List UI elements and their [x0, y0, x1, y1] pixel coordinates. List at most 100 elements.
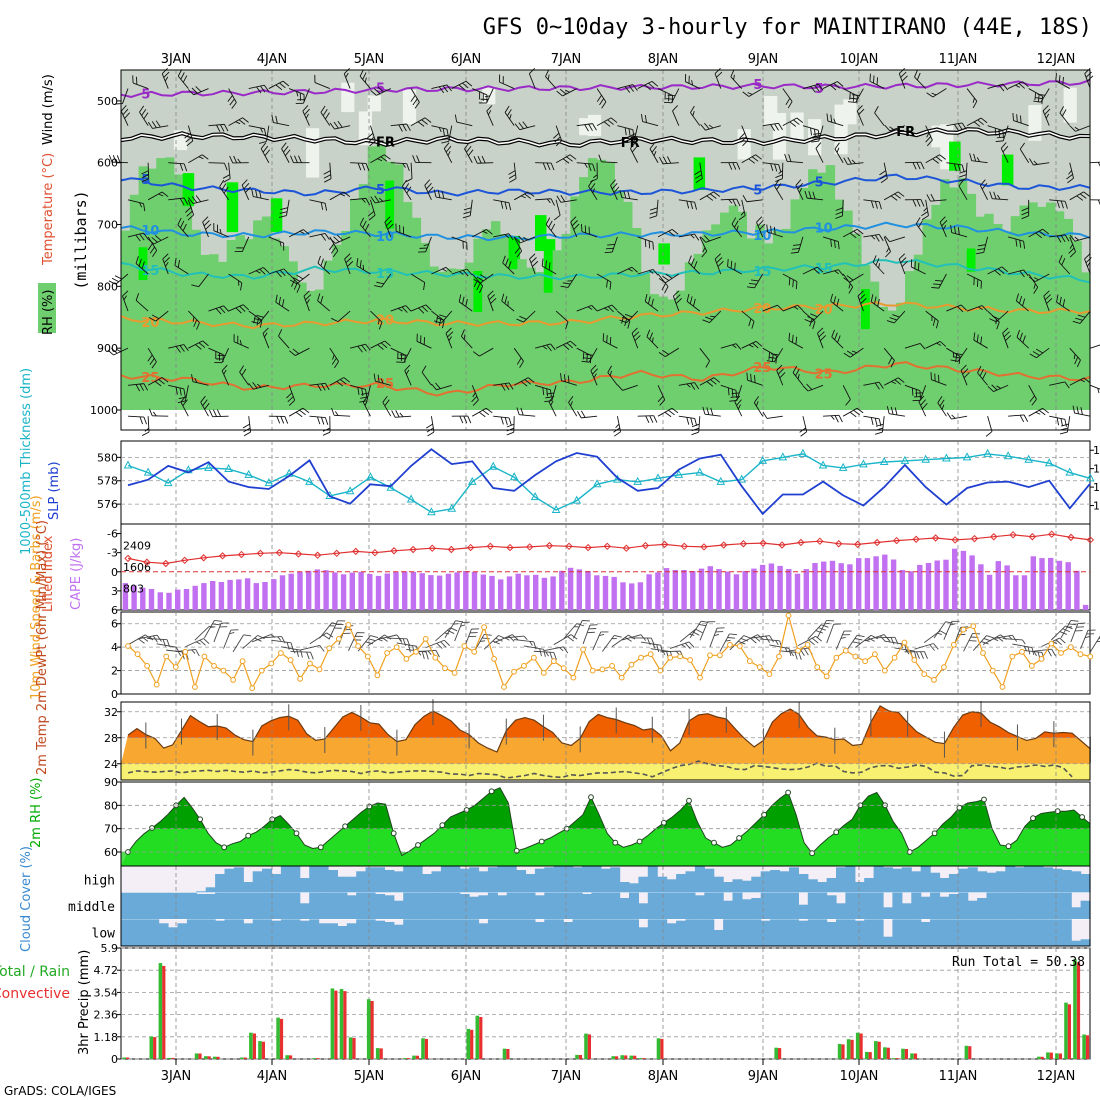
wind-barb-flag — [674, 294, 681, 301]
rh-marker — [931, 830, 938, 837]
cloud-cell — [948, 894, 959, 920]
precip-convective-bar — [841, 1044, 845, 1059]
cloud-cell — [751, 898, 762, 920]
cloud-cell — [290, 892, 301, 920]
cloud-level-label: high — [84, 873, 115, 888]
xaxis-day-label-bottom: 3JAN — [161, 1069, 192, 1084]
wind-barb-flag — [793, 244, 801, 246]
wind-barb-flag — [404, 178, 413, 183]
wind-barb — [523, 645, 544, 650]
xaxis-day-label-top: 9JAN — [748, 52, 779, 67]
wind-barb-flag — [1002, 145, 1009, 153]
wind-barb — [884, 640, 905, 645]
wind-barb — [914, 643, 934, 650]
wind-barb-flag — [856, 407, 864, 414]
wind-barb-flag — [991, 384, 998, 391]
wind-barb-flag — [365, 163, 370, 171]
wind-barb-flag — [398, 124, 403, 132]
wind-barb-flag — [799, 649, 805, 656]
rh-marker — [1030, 815, 1036, 822]
rh-humid-column — [165, 157, 175, 410]
wind-speed-marker — [852, 653, 859, 660]
wind-barb-flag — [829, 84, 837, 91]
wind-speed-marker — [609, 663, 615, 669]
wind-barb-flag — [1028, 276, 1036, 282]
wind-speed-marker — [211, 663, 217, 669]
lifted-marker — [256, 549, 265, 558]
isotherm-label: 15 — [753, 265, 771, 280]
wind-barb-flag — [545, 260, 547, 269]
y-tick-label: 1000 — [90, 404, 118, 417]
wind-barb-flag — [514, 237, 521, 244]
wind-barb-flag — [884, 124, 891, 132]
wind-barb-flag — [152, 411, 157, 417]
wind-barb-flag — [292, 348, 300, 355]
wind-speed-marker — [1019, 648, 1025, 655]
y-tick-label: 0 — [111, 688, 118, 701]
wind-barb-flag — [1015, 84, 1021, 88]
wind-barb — [646, 336, 659, 349]
thickness-marker — [838, 462, 848, 471]
wind-barb — [359, 76, 371, 89]
wind-barb-flag — [161, 377, 169, 383]
wind-barb-flag — [817, 266, 824, 273]
cloud-cell — [986, 919, 997, 946]
wind-barb-flag — [849, 97, 858, 100]
wind-barb-flag — [147, 121, 153, 129]
precip-convective-bar — [868, 1052, 872, 1059]
slp-line — [127, 448, 1091, 516]
wind-barb-flag — [1016, 114, 1018, 122]
wind-barb — [573, 620, 583, 639]
lifted-tick-label: 6 — [111, 604, 118, 617]
wind-barb — [640, 641, 661, 646]
wind-barb-flag — [542, 387, 545, 396]
cloud-cell — [854, 892, 865, 920]
cloud-cell — [431, 919, 442, 946]
thickness-marker — [633, 476, 643, 485]
temp-area-high — [127, 705, 1078, 738]
wind-barb-flag — [875, 423, 884, 427]
wind-barb-flag — [547, 74, 550, 80]
wind-barb-flag — [659, 399, 666, 406]
wind-barb-flag — [713, 191, 721, 197]
wind-barb — [576, 304, 592, 312]
wind-barb-flag — [846, 275, 854, 281]
wind-barb-flag — [179, 198, 185, 206]
wind-barb-flag — [941, 404, 945, 410]
wind-barb-flag — [520, 381, 528, 387]
wind-speed-marker — [335, 636, 342, 642]
wind-barb — [1060, 620, 1072, 639]
wind-barb-flag — [1031, 398, 1037, 406]
cape-bar — [585, 571, 591, 610]
rh-marker — [833, 829, 840, 836]
wind-barb-flag — [504, 234, 510, 239]
lifted-marker — [565, 542, 573, 551]
wind-barb — [456, 121, 473, 127]
precip-total-bar — [620, 1055, 624, 1059]
wind-barb — [660, 650, 681, 653]
wind-barb — [815, 148, 824, 163]
wind-barb — [699, 347, 710, 362]
wind-barb — [987, 83, 1004, 89]
precip-total-bar — [203, 1056, 208, 1059]
wind-barb-flag — [791, 334, 794, 343]
dewpoint-line — [127, 760, 1073, 779]
cloud-cell — [582, 919, 592, 946]
wind-barb-flag — [562, 282, 571, 285]
wind-barb-flag — [1084, 253, 1091, 260]
wind-barb-flag — [546, 162, 551, 171]
cloud-cell — [525, 892, 536, 920]
wind-barb-flag — [754, 375, 756, 383]
wind-barb-flag — [111, 347, 118, 354]
rh-humid-column — [314, 289, 325, 410]
wind-barb-flag — [617, 384, 623, 391]
wind-barb — [260, 148, 270, 163]
rh-humid-column — [147, 168, 157, 410]
cape-bar — [917, 564, 923, 610]
thickness-marker — [778, 452, 788, 461]
wind-barb — [309, 232, 326, 238]
wind-speed-marker — [540, 670, 547, 676]
wind-barb-flag — [588, 226, 590, 235]
slp-tick-label: 1014 — [1093, 444, 1100, 457]
cloud-cell — [262, 868, 273, 893]
